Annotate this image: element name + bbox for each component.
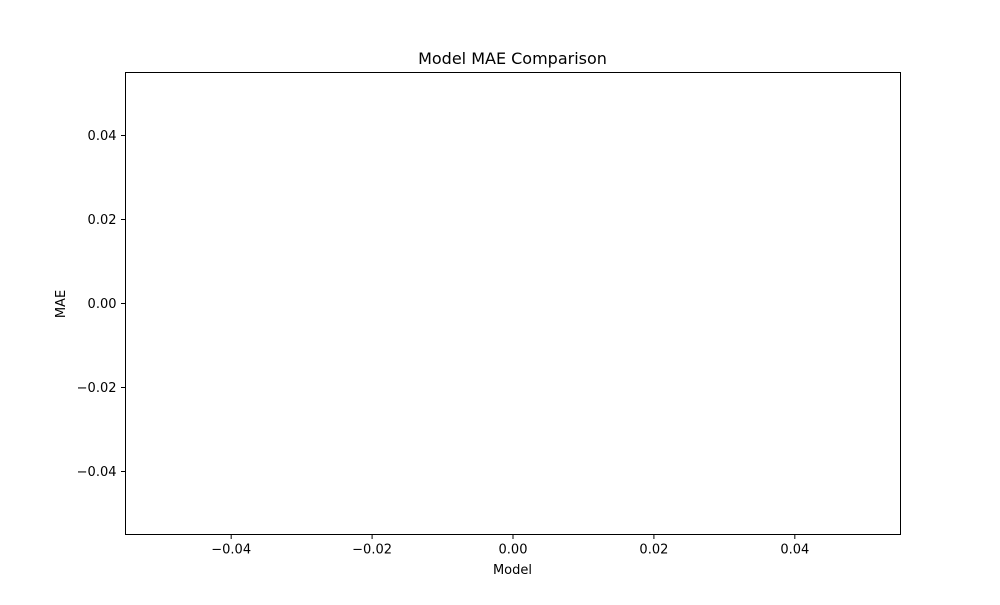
plot-frame: [125, 72, 901, 535]
chart-title: Model MAE Comparison: [418, 49, 607, 68]
x-axis-ticks: −0.04 −0.02 0.00 0.02 0.04: [211, 534, 809, 558]
x-axis-label: Model: [493, 563, 532, 578]
y-axis-label: MAE: [54, 290, 69, 318]
y-tick-label: 0.02: [88, 213, 117, 228]
y-tick-label: 0.04: [88, 129, 117, 144]
x-tick-label: −0.02: [352, 543, 392, 558]
x-tick-label: 0.00: [499, 543, 528, 558]
y-tick-label: −0.02: [77, 381, 117, 396]
x-tick-label: 0.04: [780, 543, 809, 558]
x-tick-label: −0.04: [211, 543, 251, 558]
y-axis-ticks: −0.04 −0.02 0.00 0.02 0.04: [77, 129, 126, 480]
y-tick-label: −0.04: [77, 465, 117, 480]
x-tick-label: 0.02: [639, 543, 668, 558]
y-tick-label: 0.00: [88, 297, 117, 312]
